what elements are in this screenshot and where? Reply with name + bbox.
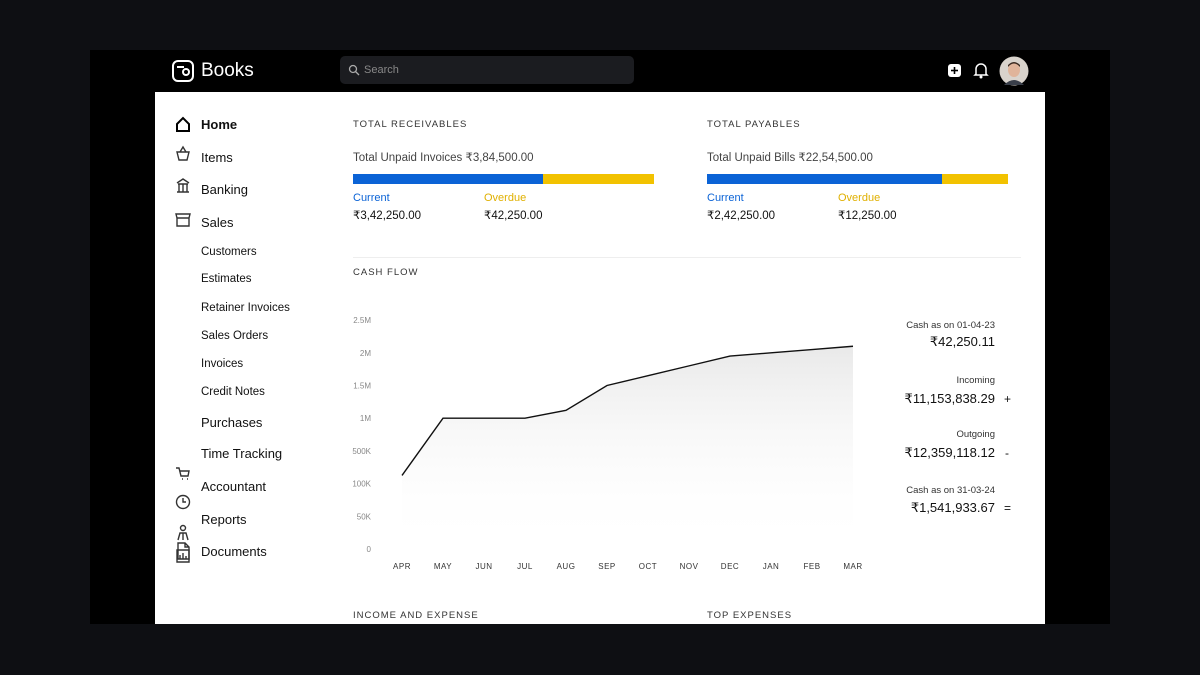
y-tick-label: 0 xyxy=(367,545,372,554)
nav-item[interactable]: Reports xyxy=(201,512,247,527)
x-tick-label: DEC xyxy=(721,562,739,571)
overdue-amount: ₹42,250.00 xyxy=(484,210,543,222)
line xyxy=(401,345,854,476)
nav-item[interactable]: Banking xyxy=(201,182,248,197)
x-tick-label: FEB xyxy=(803,562,820,571)
logo xyxy=(172,60,194,82)
search-icon xyxy=(348,64,360,76)
documents-icon xyxy=(177,542,190,560)
nav-subitem[interactable]: Retainer Invoices xyxy=(201,302,290,314)
x-tick-label: AUG xyxy=(557,562,576,571)
stat-label: Incoming xyxy=(956,375,995,386)
x-tick-label: NOV xyxy=(680,562,699,571)
divider xyxy=(353,257,1021,258)
x-tick-label: MAR xyxy=(843,562,862,571)
area xyxy=(402,346,853,549)
section-title: TOTAL RECEIVABLES xyxy=(353,119,468,130)
y-tick-label: 1M xyxy=(360,414,371,423)
add-button[interactable] xyxy=(947,63,963,79)
nav-item[interactable]: Items xyxy=(201,150,233,165)
y-tick-label: 50K xyxy=(357,512,372,521)
overdue-bar xyxy=(543,174,654,184)
x-tick-label: JAN xyxy=(763,562,780,571)
cash-flow-chart: 0 50K 100K 500K 1M 1.5M 2M 2.5M APR MAY JUN JUL AUG S… xyxy=(352,316,862,571)
overdue-bar xyxy=(942,174,1008,184)
stat-value: ₹1,541,933.67 xyxy=(910,500,995,515)
current-bar xyxy=(707,174,942,184)
x-tick-label: APR xyxy=(393,562,411,571)
nav-subitem[interactable]: Customers xyxy=(201,246,257,258)
stat-value: ₹12,359,118.12 xyxy=(904,445,995,460)
top-bar: Books Search xyxy=(155,50,1045,92)
stat-value: ₹11,153,838.29 xyxy=(904,391,995,406)
stat-label: Cash as on 31-03-24 xyxy=(906,485,995,496)
y-tick-label: 2.5M xyxy=(353,316,371,325)
stat-sign: + xyxy=(1004,392,1012,406)
current-label: Current xyxy=(353,192,390,204)
current-amount: ₹3,42,250.00 xyxy=(353,210,422,222)
stat-label: Cash as on 01-04-23 xyxy=(906,320,995,331)
section-title: TOTAL PAYABLES xyxy=(707,119,801,130)
nav-item[interactable]: Time Tracking xyxy=(201,446,283,461)
stat-sign: = xyxy=(1004,501,1012,515)
section-title: INCOME AND EXPENSE xyxy=(353,610,479,621)
app-name: Books xyxy=(201,60,254,81)
nav-item[interactable]: Home xyxy=(201,117,238,132)
stat-label: Outgoing xyxy=(956,429,995,440)
app: Books Search Home Items Banking Sales Cu… xyxy=(155,50,1045,624)
x-tick-label: OCT xyxy=(639,562,657,571)
section-title: TOP EXPENSES xyxy=(707,610,793,621)
search-box[interactable]: Search xyxy=(340,56,634,84)
summary: Total Unpaid Invoices ₹3,84,500.00 xyxy=(353,152,534,164)
avatar[interactable] xyxy=(999,56,1029,86)
x-tick-label: JUL xyxy=(517,562,533,571)
summary: Total Unpaid Bills ₹22,54,500.00 xyxy=(707,152,873,164)
nav-item[interactable]: Accountant xyxy=(201,479,267,494)
nav-subitem[interactable]: Invoices xyxy=(201,358,244,370)
nav-subitem[interactable]: Estimates xyxy=(201,273,252,285)
section-title: CASH FLOW xyxy=(353,267,419,278)
nav-item[interactable]: Sales xyxy=(201,215,234,230)
nav-subitem[interactable]: Credit Notes xyxy=(201,386,265,398)
current-bar xyxy=(353,174,543,184)
nav-item[interactable]: Documents xyxy=(201,544,267,559)
notifications-button[interactable] xyxy=(973,62,989,80)
x-tick-label: MAY xyxy=(434,562,452,571)
stat-value: ₹42,250.11 xyxy=(929,334,995,349)
overdue-amount: ₹12,250.00 xyxy=(838,210,897,222)
nav-item[interactable]: Purchases xyxy=(201,415,263,430)
stat-sign: - xyxy=(1005,446,1009,460)
nav-subitem[interactable]: Sales Orders xyxy=(201,330,269,342)
y-tick-label: 100K xyxy=(352,480,371,489)
current-label: Current xyxy=(707,192,744,204)
search-placeholder: Search xyxy=(364,64,399,76)
overdue-label: Overdue xyxy=(838,192,881,204)
current-amount: ₹2,42,250.00 xyxy=(707,210,776,222)
y-tick-label: 500K xyxy=(352,447,371,456)
y-tick-label: 1.5M xyxy=(353,382,371,391)
y-tick-label: 2M xyxy=(360,349,371,358)
overdue-label: Overdue xyxy=(484,192,527,204)
x-tick-label: JUN xyxy=(475,562,492,571)
x-tick-label: SEP xyxy=(598,562,616,571)
